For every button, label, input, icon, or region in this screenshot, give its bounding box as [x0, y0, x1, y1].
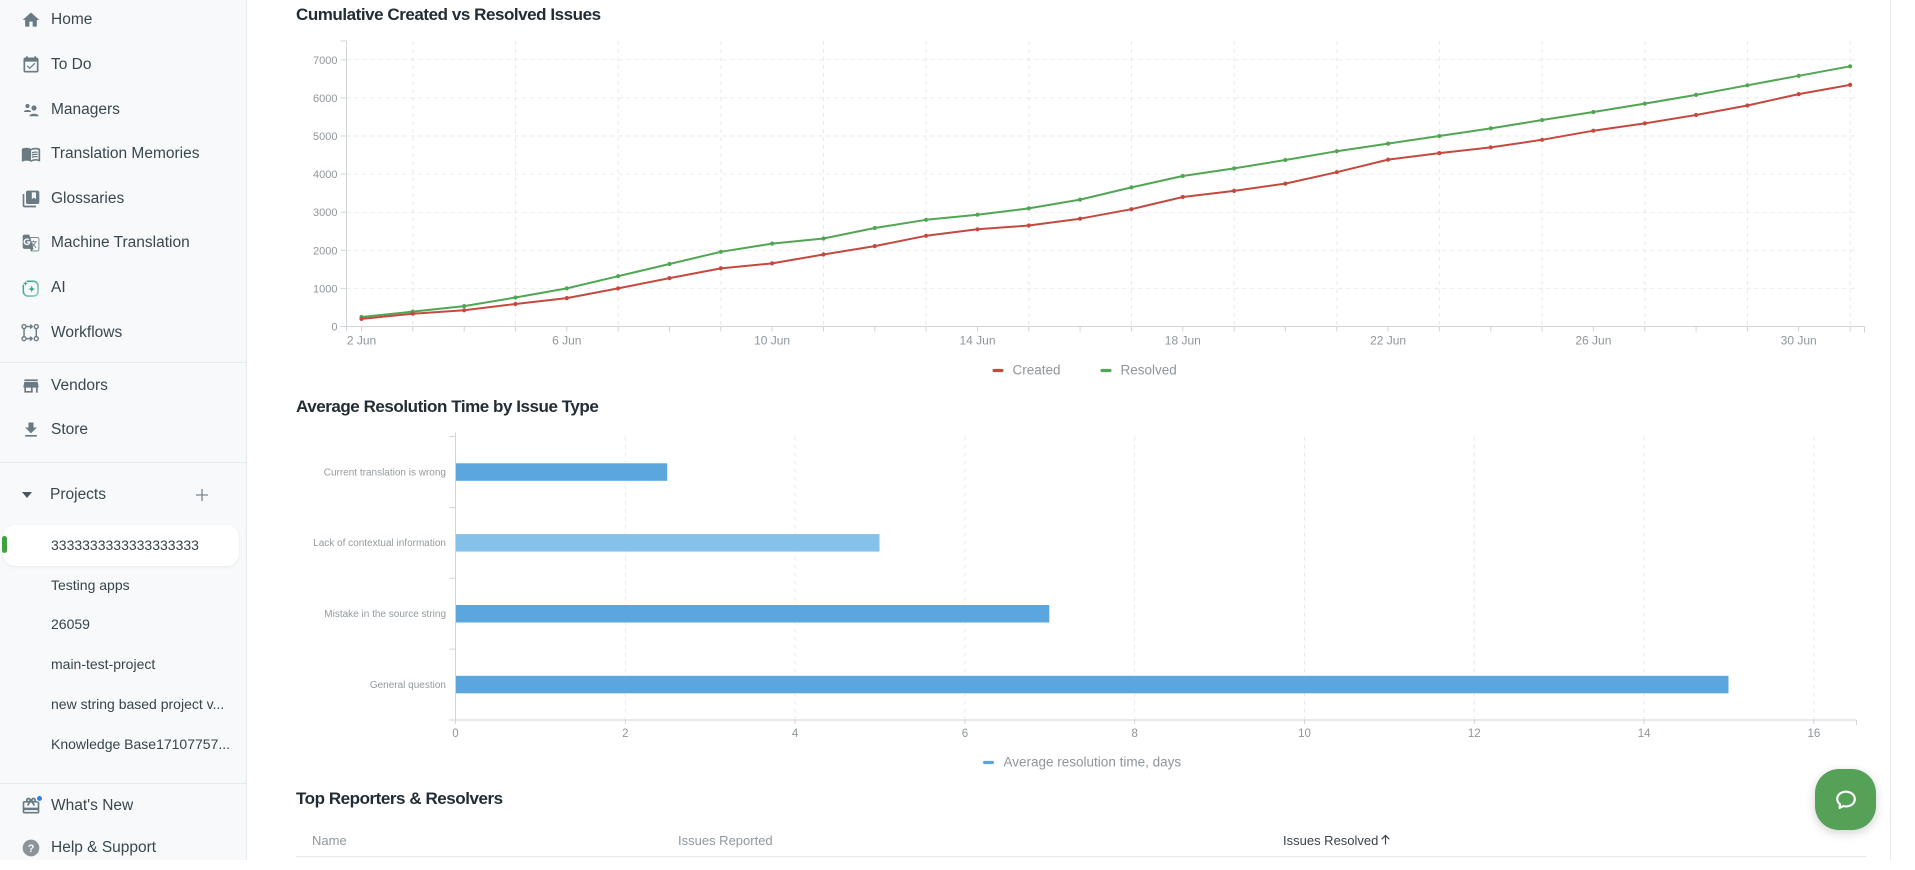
svg-text:General question: General question [370, 680, 446, 691]
svg-text:Mistake in the source string: Mistake in the source string [324, 609, 446, 620]
svg-text:Resolved: Resolved [1121, 363, 1177, 378]
svg-text:12: 12 [1468, 728, 1481, 740]
svg-text:3000: 3000 [313, 207, 337, 219]
svg-text:6: 6 [962, 728, 968, 740]
svg-text:Current translation is wrong: Current translation is wrong [324, 467, 446, 478]
svg-text:26 Jun: 26 Jun [1575, 334, 1611, 348]
svg-text:2: 2 [622, 728, 628, 740]
svg-text:18 Jun: 18 Jun [1165, 334, 1201, 348]
svg-text:22 Jun: 22 Jun [1370, 334, 1406, 348]
svg-text:?: ? [27, 843, 34, 855]
svg-text:10 Jun: 10 Jun [754, 334, 790, 348]
svg-text:7000: 7000 [313, 55, 337, 67]
svg-text:4000: 4000 [313, 169, 337, 181]
svg-text:16: 16 [1808, 728, 1821, 740]
svg-text:0: 0 [331, 322, 337, 334]
svg-text:10: 10 [1298, 728, 1311, 740]
svg-text:Lack of contextual information: Lack of contextual information [313, 538, 446, 549]
svg-text:0: 0 [452, 728, 458, 740]
svg-text:1000: 1000 [313, 283, 337, 295]
svg-text:2000: 2000 [313, 245, 337, 257]
svg-text:5000: 5000 [313, 131, 337, 143]
svg-text:14: 14 [1638, 728, 1651, 740]
svg-text:6000: 6000 [313, 93, 337, 105]
svg-text:Average resolution time, days: Average resolution time, days [1004, 755, 1182, 770]
svg-text:30 Jun: 30 Jun [1781, 334, 1817, 348]
svg-text:Created: Created [1013, 363, 1061, 378]
svg-text:2 Jun: 2 Jun [347, 334, 376, 348]
svg-text:14 Jun: 14 Jun [959, 334, 995, 348]
svg-text:4: 4 [792, 728, 799, 740]
svg-text:8: 8 [1131, 728, 1137, 740]
svg-text:6 Jun: 6 Jun [552, 334, 581, 348]
